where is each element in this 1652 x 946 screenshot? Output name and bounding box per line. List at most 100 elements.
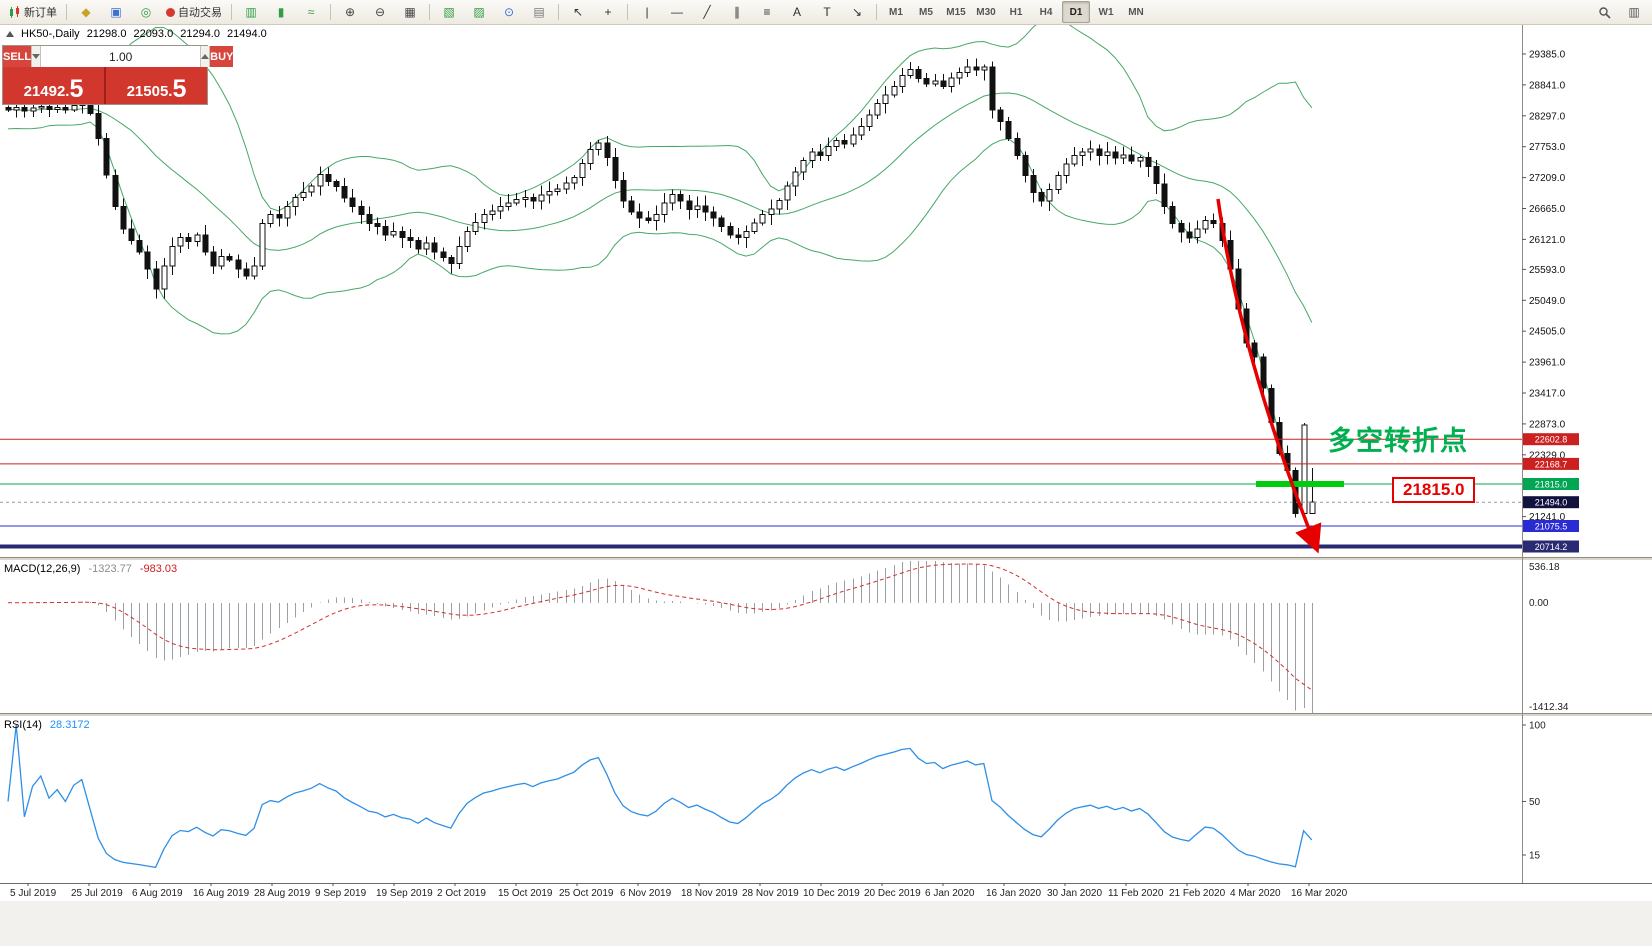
ohlc-low-value: 21294.0	[180, 28, 220, 40]
bar-chart-mode-icon: ▥	[245, 5, 257, 19]
volume-input[interactable]	[41, 46, 201, 67]
refresh-button[interactable]: ⊙	[495, 1, 523, 23]
channel-tool-icon: ∥	[734, 5, 740, 19]
turning-point-annotation[interactable]: 多空转折点	[1328, 426, 1468, 456]
channel-tool-button[interactable]: ∥	[723, 1, 751, 23]
panel-separators[interactable]	[0, 25, 1652, 946]
svg-text:5 Jul 2019: 5 Jul 2019	[10, 888, 57, 899]
toolbar-separator	[231, 4, 232, 20]
svg-text:0.00: 0.00	[1529, 598, 1549, 609]
horizontal-line-tool-button[interactable]: —	[663, 1, 691, 23]
svg-text:2 Oct 2019: 2 Oct 2019	[437, 888, 486, 899]
vertical-line-tool-icon: |	[645, 5, 649, 19]
symbol-period-label: HK50-,Daily	[21, 28, 80, 40]
auto-trading-button[interactable]: 自动交易	[162, 1, 226, 23]
timeframe-h4-button[interactable]: H4	[1039, 6, 1053, 18]
arrows-tool-button[interactable]: ↘	[843, 1, 871, 23]
trend-arrow[interactable]	[1216, 198, 1322, 554]
timeframe-m30-button[interactable]: M30	[976, 6, 996, 18]
candlestick-icon	[10, 5, 19, 18]
strategy-tester-button[interactable]: ◎	[132, 1, 160, 23]
price-level-lines[interactable]	[0, 438, 1522, 549]
profiles-button[interactable]: ◆	[72, 1, 100, 23]
text-tool-button[interactable]: A	[783, 1, 811, 23]
svg-text:20 Dec 2019: 20 Dec 2019	[864, 888, 921, 899]
buy-price[interactable]: 21505. 5	[106, 67, 207, 104]
svg-text:24505.0: 24505.0	[1529, 327, 1566, 338]
text-tool-icon: A	[792, 5, 801, 19]
svg-text:21075.5: 21075.5	[1535, 522, 1568, 532]
fibonacci-tool-button[interactable]: ≡	[753, 1, 781, 23]
new-order-button[interactable]: 新订单	[4, 1, 61, 23]
sell-button[interactable]: SELL	[3, 46, 32, 67]
svg-text:15: 15	[1529, 851, 1541, 862]
strategy-tester-icon: ◎	[140, 5, 152, 19]
search-button[interactable]	[1590, 1, 1618, 23]
rsi-header: RSI(14) 28.3172	[4, 719, 90, 731]
price-axis[interactable]: 29385.0 28841.0 28297.0 27753.0 27209.0 26665…	[1522, 50, 1579, 553]
svg-text:30 Jan 2020: 30 Jan 2020	[1047, 888, 1102, 899]
toolbar-separator	[429, 4, 430, 20]
label-tool-button[interactable]: T	[813, 1, 841, 23]
sell-price-main: 21492.	[23, 82, 70, 100]
svg-text:4 Mar 2020: 4 Mar 2020	[1230, 888, 1281, 899]
svg-text:19 Sep 2019: 19 Sep 2019	[376, 888, 433, 899]
toolbar-separator	[876, 4, 877, 20]
timeframe-m15-button[interactable]: M15	[946, 6, 966, 18]
svg-text:28841.0: 28841.0	[1529, 80, 1566, 91]
zoom-out-button[interactable]: ⊖	[366, 1, 394, 23]
macd-signal-value: -983.03	[139, 563, 178, 575]
date-axis[interactable]: 5 Jul 2019 25 Jul 2019 6 Aug 2019 16 Aug 20…	[10, 883, 1348, 899]
chart-image-button[interactable]: ▤	[525, 1, 553, 23]
chart-template-button[interactable]: ▨	[465, 1, 493, 23]
svg-text:22168.7: 22168.7	[1535, 459, 1568, 469]
toolbar-right-group: ▥	[1590, 1, 1648, 23]
vertical-line-tool-button[interactable]: |	[633, 1, 661, 23]
crosshair-tool-button[interactable]: +	[594, 1, 622, 23]
buy-price-main: 21505.	[126, 82, 173, 100]
zoom-in-button[interactable]: ⊕	[336, 1, 364, 23]
timeframe-m1-button[interactable]: M1	[889, 6, 903, 18]
window-list-button[interactable]: ▥	[1620, 1, 1648, 23]
svg-text:28297.0: 28297.0	[1529, 111, 1566, 122]
new-chart-button[interactable]: ▧	[435, 1, 463, 23]
svg-text:25049.0: 25049.0	[1529, 296, 1566, 307]
svg-text:25 Oct 2019: 25 Oct 2019	[559, 888, 614, 899]
volume-decrease-button[interactable]	[31, 46, 42, 67]
price-level-flag[interactable]: 21815.0	[1392, 477, 1476, 503]
svg-text:6 Aug 2019: 6 Aug 2019	[132, 888, 183, 899]
tile-windows-button[interactable]: ▦	[396, 1, 424, 23]
bar-chart-mode-button[interactable]: ▥	[237, 1, 265, 23]
trendline-tool-button[interactable]: ╱	[693, 1, 721, 23]
macd-histogram	[16, 561, 1313, 713]
svg-text:16 Jan 2020: 16 Jan 2020	[986, 888, 1041, 899]
svg-text:21815.0: 21815.0	[1535, 480, 1568, 490]
timeframe-h1-button[interactable]: H1	[1009, 6, 1023, 18]
ohlc-close-value: 21494.0	[226, 28, 267, 40]
rsi-axis: 100 50 15	[1522, 721, 1546, 862]
sell-price[interactable]: 21492. 5	[3, 67, 104, 104]
svg-text:22329.0: 22329.0	[1529, 450, 1566, 461]
buy-button[interactable]: BUY	[210, 46, 234, 67]
cursor-tool-button[interactable]: ↖	[564, 1, 592, 23]
line-chart-mode-button[interactable]: ≈	[297, 1, 325, 23]
svg-text:28 Aug 2019: 28 Aug 2019	[254, 888, 311, 899]
timeframe-d1-button[interactable]: D1	[1062, 1, 1090, 23]
refresh-icon: ⊙	[503, 5, 515, 19]
svg-text:100: 100	[1529, 721, 1546, 732]
macd-main-value: -1323.77	[88, 563, 132, 575]
zoom-out-icon: ⊖	[374, 5, 386, 19]
volume-increase-button[interactable]	[200, 46, 211, 67]
svg-text:50: 50	[1529, 797, 1541, 808]
chart-image-icon: ▤	[533, 5, 545, 19]
timeframe-mn-button[interactable]: MN	[1128, 6, 1144, 18]
candlestick-mode-button[interactable]: ▮	[267, 1, 295, 23]
window-list-icon: ▥	[1628, 5, 1640, 19]
new-chart-icon: ▧	[443, 5, 455, 19]
timeframe-m5-button[interactable]: M5	[919, 6, 933, 18]
chart-canvas[interactable]: 29385.0 28841.0 28297.0 27753.0 27209.0 26665…	[0, 25, 1652, 946]
timeframe-w1-button[interactable]: W1	[1098, 6, 1114, 18]
terminal-button[interactable]: ▣	[102, 1, 130, 23]
chevron-up-icon	[201, 54, 210, 59]
search-icon	[1598, 6, 1611, 19]
